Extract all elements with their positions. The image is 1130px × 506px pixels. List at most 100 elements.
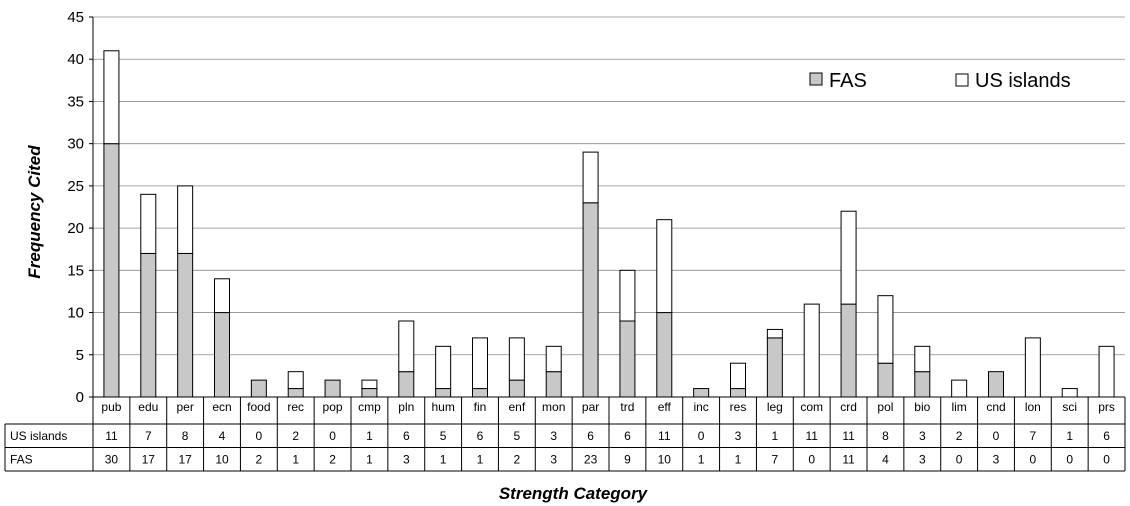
- bar-us-islands-lim: [951, 379, 968, 398]
- table-cell: 10: [215, 452, 229, 466]
- bar-fas-trd: [619, 320, 636, 398]
- bar-fas-enf: [508, 379, 525, 398]
- bar-fas-bio: [914, 371, 931, 398]
- table-cell: 11: [805, 429, 818, 443]
- y-tick-label: 45: [67, 9, 84, 26]
- table-row-header: FAS: [10, 452, 33, 466]
- table-cell: 0: [993, 429, 1000, 443]
- category-label: hum: [431, 400, 454, 414]
- table-cell: 1: [477, 452, 484, 466]
- bar-us-islands-per: [177, 185, 194, 254]
- table-cell: 17: [142, 452, 156, 466]
- bar-fas-eff: [656, 312, 673, 398]
- bar-fas-ecn: [214, 312, 230, 398]
- category-label: food: [247, 400, 270, 414]
- y-tick-label: 0: [76, 389, 84, 406]
- x-axis-title: Strength Category: [499, 484, 649, 503]
- y-tick-label: 5: [76, 347, 84, 364]
- table-cell: 3: [550, 429, 557, 443]
- category-label: fin: [474, 400, 487, 414]
- category-label: ecn: [212, 400, 231, 414]
- table-cell: 10: [658, 452, 672, 466]
- table-cell: 1: [440, 452, 447, 466]
- table-cell: 4: [219, 429, 226, 443]
- bar-fas-pln: [398, 371, 415, 398]
- table-cell: 0: [1103, 452, 1110, 466]
- table-cell: 8: [882, 429, 889, 443]
- table-cell: 8: [182, 429, 189, 443]
- table-cell: 3: [403, 452, 410, 466]
- table-cell: 11: [842, 452, 855, 466]
- table-cell: 1: [1066, 429, 1073, 443]
- table-cell: 6: [403, 429, 410, 443]
- bar-fas-rec: [287, 388, 304, 398]
- bar-fas-res: [730, 388, 746, 398]
- bars: [103, 50, 1115, 398]
- table-cell: 0: [329, 429, 336, 443]
- table-cell: 1: [698, 452, 705, 466]
- gridlines: [93, 16, 1125, 356]
- bar-us-islands-fin: [472, 337, 488, 390]
- y-tick-label: 10: [67, 305, 84, 322]
- bar-fas-pub: [103, 143, 120, 398]
- category-label: lon: [1025, 400, 1041, 414]
- bar-us-islands-lon: [1024, 337, 1041, 398]
- table-cell: 2: [329, 452, 336, 466]
- category-label: pol: [877, 400, 893, 414]
- bar-us-islands-par: [582, 151, 599, 204]
- category-label: pub: [101, 400, 121, 414]
- bar-fas-mon: [545, 371, 562, 398]
- category-label: par: [582, 400, 599, 414]
- bar-us-islands-hum: [435, 345, 452, 390]
- table-cell: 0: [1066, 452, 1073, 466]
- table-cell: 1: [366, 429, 373, 443]
- legend: FAS US islands: [809, 70, 1071, 92]
- table-cell: 1: [735, 452, 742, 466]
- bar-fas-leg: [766, 337, 783, 398]
- category-label: pln: [398, 400, 414, 414]
- table-cell: 6: [624, 429, 631, 443]
- bar-us-islands-bio: [914, 345, 931, 373]
- category-label: mon: [542, 400, 565, 414]
- legend-label-us-islands: US islands: [975, 70, 1071, 92]
- table-cell: 3: [550, 452, 557, 466]
- table-cell: 3: [919, 429, 926, 443]
- table-cell: 0: [256, 429, 263, 443]
- category-label: cnd: [986, 400, 1005, 414]
- bar-fas-food: [250, 379, 267, 398]
- bar-us-islands-pol: [877, 295, 894, 364]
- data-table: pub edu per ecn food rec pop cmp pln hum fin enf mon…: [4, 396, 1126, 472]
- bar-fas-inc: [693, 388, 710, 398]
- table-cell: 17: [178, 452, 192, 466]
- table-cell: 6: [587, 429, 594, 443]
- category-label: leg: [767, 400, 783, 414]
- category-label: res: [730, 400, 747, 414]
- bar-us-islands-ecn: [214, 278, 230, 314]
- bar-us-islands-edu: [140, 193, 157, 254]
- table-cell: 5: [514, 429, 521, 443]
- category-label: com: [800, 400, 823, 414]
- y-tick-label: 25: [67, 178, 84, 195]
- table-row-header: US islands: [10, 429, 67, 443]
- category-label: per: [176, 400, 193, 414]
- table-cell: 1: [292, 452, 299, 466]
- bar-us-islands-eff: [656, 219, 673, 314]
- bar-us-islands-trd: [619, 269, 636, 322]
- y-tick-label: 30: [67, 136, 84, 153]
- category-label: trd: [620, 400, 634, 414]
- category-label: crd: [840, 400, 857, 414]
- bar-fas-cmp: [361, 388, 378, 398]
- bar-fas-pol: [877, 362, 894, 398]
- category-label: sci: [1062, 400, 1077, 414]
- table-cell: 0: [808, 452, 815, 466]
- table-cell: 3: [993, 452, 1000, 466]
- bar-us-islands-rec: [287, 371, 304, 390]
- category-label: lim: [951, 400, 966, 414]
- category-label: edu: [138, 400, 158, 414]
- category-label: prs: [1098, 400, 1115, 414]
- table-cell: 3: [919, 452, 926, 466]
- bar-fas-pop: [324, 379, 341, 398]
- bar-us-islands-pub: [103, 50, 120, 145]
- category-label: rec: [287, 400, 304, 414]
- table-cell: 1: [366, 452, 373, 466]
